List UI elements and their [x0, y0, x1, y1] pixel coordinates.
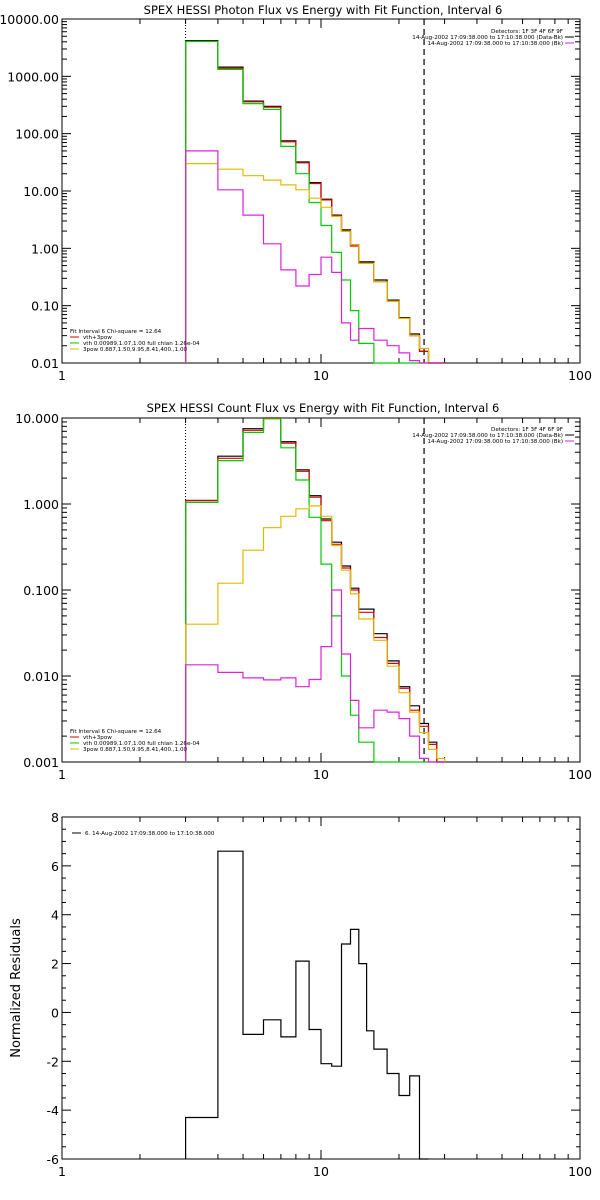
series-0-line — [185, 40, 445, 364]
axis-ticks: 1 10 100 0.01 0.10 1.00 10.00 100.00 1000.00 1000… — [0, 12, 592, 383]
y-tick-label: 10.00 — [23, 184, 59, 199]
series-3-line — [185, 505, 446, 762]
legend-item-thermal: vth 0.00989,1.07,1.00 full chian 1.26e-0… — [83, 341, 200, 347]
y-tick-label: -6 — [47, 1152, 60, 1167]
y-tick-label: 6 — [51, 859, 59, 874]
y-tick-label: 0.10 — [31, 299, 59, 314]
y-tick-label: 1000.00 — [7, 69, 59, 84]
series-3-line — [185, 163, 445, 364]
legend-top-right: Detectors: 1F 3F 4F 6F 9F 14-Aug-2002 17… — [412, 29, 574, 47]
legend-item-thermal: vth 0.00989,1.07,1.00 full chian 1.26e-0… — [83, 741, 200, 747]
y-tick-label: 100.00 — [15, 127, 59, 142]
legend-item-powerlaw: 3pow 0.887,1.50,9.95,8.41,400.,1.00 — [83, 347, 188, 353]
y-tick-label: 10000.00 — [0, 12, 59, 27]
legend-top-right: Detectors: 1F 3F 4F 6F 9F 14-Aug-2002 17… — [412, 427, 574, 445]
legend-item-residuals: 6. 14-Aug-2002 17:09:38.000 to 17:10:38.… — [85, 831, 215, 837]
legend-item-fit: vth+3pow — [83, 335, 112, 341]
y-tick-label: 0.001 — [23, 755, 59, 770]
y-tick-label: 10.000 — [15, 411, 59, 426]
y-tick-label: 4 — [51, 908, 59, 923]
series-1-line — [185, 417, 445, 763]
y-tick-label: 0.01 — [31, 356, 59, 371]
legend-top-left: 6. 14-Aug-2002 17:09:38.000 to 17:10:38.… — [72, 831, 215, 837]
count-flux-panel: SPEX HESSI Count Flux vs Energy with Fit… — [15, 401, 592, 782]
series-group — [185, 417, 446, 763]
series-0-line — [185, 417, 445, 763]
legend-bottom-left: Fit Interval 6 Chi-square = 12.64 vth+3p… — [70, 729, 200, 753]
y-tick-label: -2 — [47, 1054, 59, 1069]
x-tick-label: 10 — [313, 1164, 329, 1179]
legend-item-detectors: Detectors: 1F 3F 4F 6F 9F — [491, 427, 563, 433]
y-tick-label: 1.00 — [31, 241, 59, 256]
axis-ticks: 1 10 100 -6 -4 -2 0 2 4 6 8 — [47, 810, 592, 1179]
photon-flux-panel: SPEX HESSI Photon Flux vs Energy with Fi… — [0, 3, 592, 383]
y-tick-label: 0 — [51, 1005, 59, 1020]
series-0-line — [185, 850, 429, 1160]
chart-title: SPEX HESSI Photon Flux vs Energy with Fi… — [144, 3, 503, 17]
series-group — [185, 40, 445, 364]
y-tick-label: 0.100 — [23, 583, 59, 598]
x-tick-label: 100 — [568, 1164, 592, 1179]
legend-item-data: 14-Aug-2002 17:09:38.000 to 17:10:38.000… — [412, 433, 563, 439]
x-tick-label: 10 — [313, 368, 329, 383]
legend-item-powerlaw: 3pow 0.887,1.50,9.95,8.41,400.,1.00 — [83, 747, 188, 753]
y-tick-label: 8 — [51, 810, 59, 825]
legend-item-data: 14-Aug-2002 17:09:38.000 to 17:10:38.000… — [412, 35, 563, 41]
chart-title: SPEX HESSI Count Flux vs Energy with Fit… — [147, 401, 500, 415]
series-2-line — [185, 40, 445, 364]
x-tick-label: 1 — [58, 767, 66, 782]
series-2-line — [185, 418, 445, 763]
residuals-panel: Normalized Residuals 1 10 100 -6 -4 -2 0 2 4 6 8 6… — [9, 810, 592, 1179]
x-tick-label: 1 — [58, 368, 66, 383]
plot-frame — [61, 417, 581, 763]
y-tick-label: 1.000 — [23, 497, 59, 512]
x-tick-label: 100 — [568, 767, 592, 782]
y-tick-label: 0.010 — [23, 669, 59, 684]
reference-lines — [185, 19, 425, 363]
legend-item-background: 14-Aug-2002 17:09:38.000 to 17:10:38.000… — [427, 439, 563, 445]
y-axis-label: Normalized Residuals — [9, 918, 24, 1058]
axis-ticks: 1 10 100 0.001 0.010 0.100 1.000 10.000 — [15, 411, 592, 782]
legend-fit-info: Fit Interval 6 Chi-square = 12.64 — [70, 329, 162, 335]
legend-fit-info: Fit Interval 6 Chi-square = 12.64 — [70, 729, 162, 735]
series-4-line — [185, 589, 445, 763]
x-tick-label: 10 — [313, 767, 329, 782]
series-group — [185, 850, 429, 1160]
y-tick-label: -4 — [47, 1103, 60, 1118]
x-tick-label: 1 — [58, 1164, 66, 1179]
legend-item-fit: vth+3pow — [83, 735, 112, 741]
legend-item-detectors: Detectors: 1F 3F 4F 6F 9F — [491, 29, 563, 35]
legend-bottom-left: Fit Interval 6 Chi-square = 12.64 vth+3p… — [70, 329, 200, 353]
legend-item-background: 14-Aug-2002 17:09:38.000 to 17:10:38.000… — [427, 41, 563, 47]
y-tick-label: 2 — [51, 957, 59, 972]
x-tick-label: 100 — [568, 368, 592, 383]
plot-frame — [61, 816, 581, 1160]
series-4-line — [185, 150, 445, 364]
